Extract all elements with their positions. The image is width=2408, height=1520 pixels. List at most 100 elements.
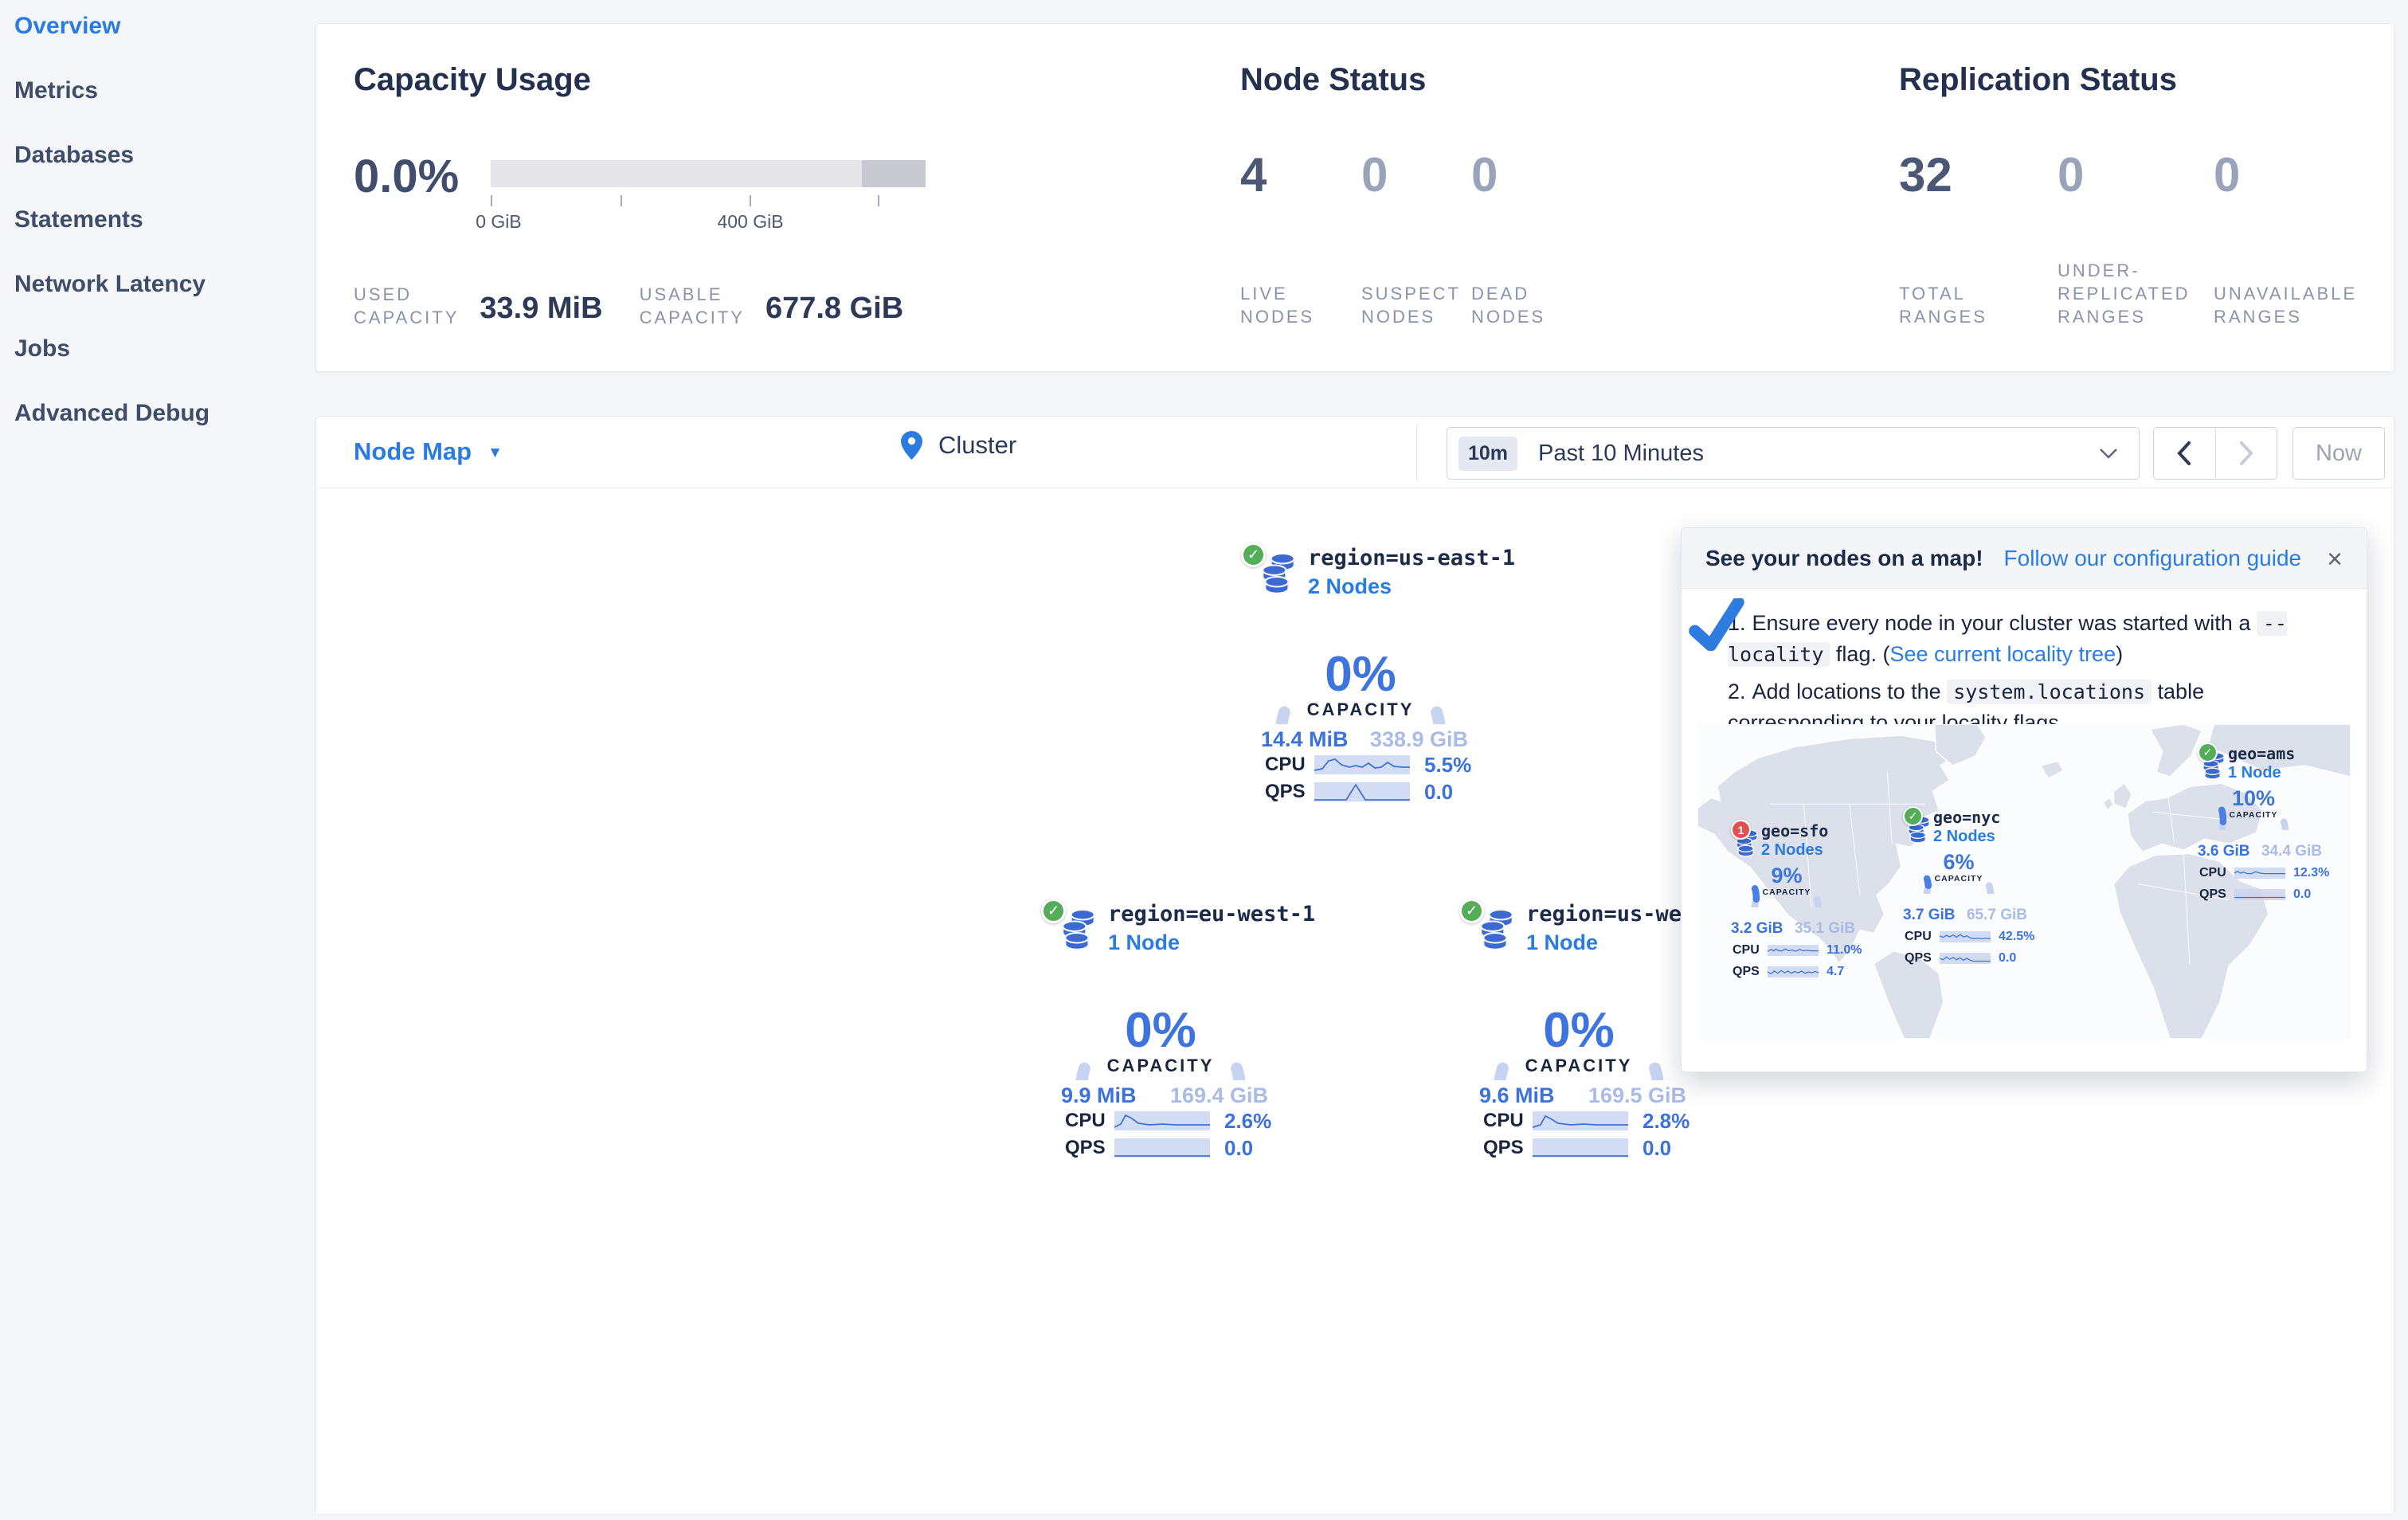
close-icon[interactable]: × (2327, 544, 2343, 574)
cpu-row: CPU 42.5% (1905, 930, 2038, 944)
region-nodes-link[interactable]: 1 Node (1526, 930, 1599, 954)
breadcrumb-cluster-label: Cluster (938, 431, 1017, 459)
locality-tree-link[interactable]: See current locality tree (1889, 642, 2116, 666)
capacity-values: 9.6 MiB 169.5 GiB (1479, 1083, 1686, 1108)
region-nodes-link[interactable]: 1 Node (2228, 764, 2281, 782)
qps-value: 0.0 (1224, 1135, 1254, 1160)
sidebar-item-databases[interactable]: Databases (14, 142, 135, 168)
sidebar-item-statements[interactable]: Statements (14, 206, 143, 233)
cpu-sparkline (1533, 1111, 1628, 1130)
system-locations-code: system.locations (1947, 680, 2152, 704)
sidebar-item-network-latency[interactable]: Network Latency (14, 271, 206, 297)
usable-capacity-value: 677.8 GiB (765, 292, 904, 325)
gauge-capacity-label: CAPACITY (2230, 810, 2278, 820)
capacity-bar-track (491, 160, 926, 187)
capacity-values: 3.2 GiB 35.1 GiB (1731, 920, 1855, 938)
used-capacity: USED CAPACITY 33.9 MiB (354, 283, 603, 329)
capacity-bar-nonusable-segment (862, 160, 926, 187)
config-step-1: 1. Ensure every node in your cluster was … (1728, 611, 2287, 667)
qps-label: QPS (1733, 965, 1760, 978)
sidebar-item-metrics[interactable]: Metrics (14, 77, 99, 104)
under-replicated-value: 0 (2058, 148, 2085, 202)
qps-sparkline (2234, 889, 2285, 900)
cpu-sparkline (1940, 931, 1991, 942)
cpu-label: CPU (1265, 754, 1306, 775)
qps-row: QPS 0.0 (1065, 1135, 1288, 1160)
dead-nodes-value: 0 (1471, 148, 1498, 202)
gauge-percent: 0% (1543, 1003, 1615, 1058)
gauge-percent: 10% (2232, 786, 2275, 810)
unavailable-ranges-label: UNAVAILABLE RANGES (2214, 284, 2358, 327)
cpu-sparkline (2234, 868, 2285, 879)
total-value: 338.9 GiB (1369, 727, 1468, 751)
cpu-value: 2.6% (1224, 1108, 1272, 1133)
cpu-row: CPU 2.8% (1483, 1109, 1706, 1133)
cpu-row: CPU 5.5% (1265, 752, 1488, 777)
warning-count-badge: 1 (1731, 820, 1751, 840)
gauge-percent: 0% (1125, 1003, 1196, 1058)
qps-row: QPS 0.0 (1905, 951, 2038, 966)
qps-sparkline (1114, 1138, 1210, 1158)
region-nodes-link[interactable]: 2 Nodes (1308, 574, 1392, 598)
usable-capacity-label2: CAPACITY (639, 308, 745, 327)
under-replicated-label: UNDER- REPLICATED RANGES (2058, 261, 2191, 327)
sidebar-item-jobs[interactable]: Jobs (14, 335, 71, 362)
view-mode-dropdown[interactable]: Node Map ▼ (354, 437, 503, 466)
unavailable-ranges-value: 0 (2214, 148, 2241, 202)
healthy-check-icon: ✓ (1903, 806, 1923, 826)
now-button[interactable]: Now (2292, 427, 2385, 480)
total-value: 169.5 GiB (1588, 1083, 1686, 1107)
time-next-button[interactable] (2216, 428, 2277, 479)
cpu-value: 5.5% (1424, 752, 1472, 777)
chevron-down-icon: ▼ (487, 445, 503, 461)
configuration-guide-link[interactable]: Follow our configuration guide (2003, 545, 2302, 570)
healthy-check-icon: ✓ (1459, 899, 1484, 923)
used-value: 9.6 MiB (1479, 1083, 1555, 1107)
region-nodes-link[interactable]: 1 Node (1108, 930, 1181, 954)
capacity-axis-tick (621, 195, 622, 206)
time-prev-button[interactable] (2154, 428, 2216, 479)
total-value: 169.4 GiB (1169, 1083, 1268, 1107)
cpu-row: CPU 12.3% (2199, 866, 2333, 880)
capacity-detail-row: USED CAPACITY 33.9 MiB USABLE CAPACITY 6… (354, 283, 940, 329)
sidebar-item-advanced-debug[interactable]: Advanced Debug (14, 400, 210, 426)
breadcrumb[interactable]: Cluster (901, 431, 1016, 460)
popup-header: See your nodes on a map! Follow our conf… (1682, 528, 2367, 589)
region-name: geo=sfo (1761, 821, 1829, 840)
region-group-us-east-1: ✓ region=us-east-1 2 Nodes 0% CAPACITY 1… (1241, 543, 1515, 813)
qps-label: QPS (1905, 951, 1932, 965)
capacity-values: 14.4 MiB 338.9 GiB (1261, 727, 1468, 752)
qps-label: QPS (2199, 887, 2226, 901)
sidebar: Overview Metrics Databases Statements Ne… (0, 0, 315, 1520)
region-nodes-link[interactable]: 2 Nodes (1933, 828, 1995, 845)
time-step-buttons (2153, 427, 2277, 480)
used-capacity-label: USED (354, 284, 413, 304)
healthy-check-icon: ✓ (2198, 742, 2218, 762)
chevron-left-icon (2177, 441, 2191, 465)
capacity-usage-bar: 0 GiB 400 GiB (476, 160, 926, 256)
qps-sparkline (1533, 1138, 1628, 1158)
qps-row: QPS 0.0 (1483, 1136, 1706, 1160)
popup-title: See your nodes on a map! (1705, 545, 1983, 570)
qps-label: QPS (1483, 1137, 1524, 1158)
capacity-axis-tick (878, 195, 879, 206)
qps-value: 4.7 (1827, 965, 1845, 978)
qps-row: QPS 0.0 (1265, 780, 1488, 804)
toolbar-divider (1416, 425, 1417, 480)
cluster-summary-panel: Capacity Usage 0.0% 0 GiB 400 GiB USED C… (315, 23, 2394, 372)
sidebar-item-overview[interactable]: Overview (14, 13, 121, 39)
node-map-config-popup: See your nodes on a map! Follow our conf… (1681, 527, 2367, 1072)
chevron-down-icon (2100, 449, 2117, 459)
time-range-select[interactable]: 10m Past 10 Minutes (1447, 427, 2140, 480)
gauge-capacity-label: CAPACITY (1307, 699, 1415, 719)
cpu-value: 12.3% (2293, 866, 2330, 879)
region-name: geo=ams (2228, 744, 2296, 763)
capacity-usage-percent: 0.0% (354, 151, 460, 202)
total-value: 35.1 GiB (1794, 920, 1855, 937)
gauge-capacity-label: CAPACITY (1935, 874, 1983, 883)
region-nodes-link[interactable]: 2 Nodes (1761, 841, 1823, 859)
qps-value: 0.0 (1999, 951, 2017, 965)
capacity-values: 9.9 MiB 169.4 GiB (1061, 1083, 1268, 1108)
gauge-percent: 9% (1771, 864, 1802, 887)
